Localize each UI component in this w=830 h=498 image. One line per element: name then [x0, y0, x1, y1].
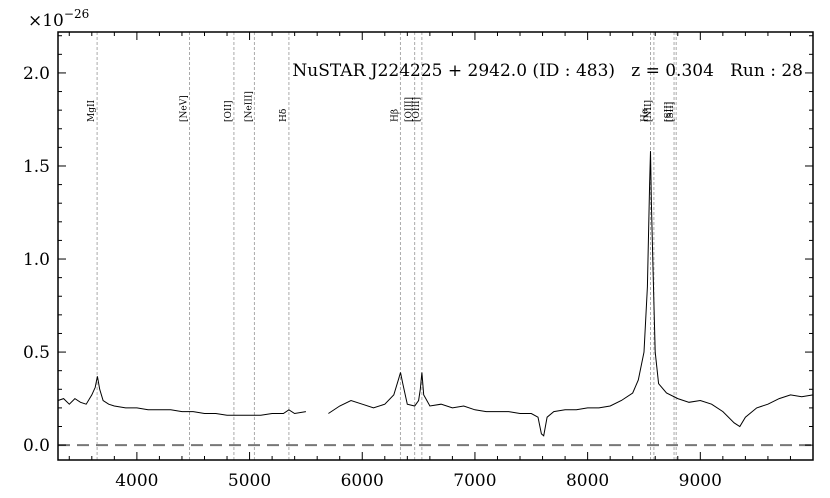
axis-ticks: 4000 5000 6000 7000 8000 9000 0.0 0.5 1.0 1.5 2.0: [23, 32, 814, 491]
emission-line-label: [OIII]: [412, 97, 422, 122]
emission-line-label: [NeIII]: [244, 91, 254, 122]
x-tick-label: 8000: [566, 471, 609, 491]
emission-line-label: [SII]: [664, 102, 674, 122]
x-tick-label: 5000: [228, 471, 271, 491]
emission-line-label: Hα: [641, 108, 651, 122]
y-tick-label: 0.0: [23, 436, 50, 456]
spectrum-series-segment-2: [328, 151, 814, 437]
y-multiplier-exponent: −26: [64, 7, 89, 21]
emission-line-label: [OII]: [224, 100, 234, 122]
y-tick-label: 1.0: [23, 250, 50, 270]
y-tick-label: 1.5: [23, 157, 50, 177]
emission-line-label: [NII]: [644, 100, 654, 122]
y-tick-label: 0.5: [23, 343, 50, 363]
emission-line-label: [OIII]: [405, 97, 415, 122]
emission-line-label: Hδ: [279, 109, 289, 122]
x-tick-label: 7000: [453, 471, 496, 491]
emission-lines: MgII [NeV] [OII] [NeIII] Hδ Hβ [OIII][OIII] Hα[…: [87, 32, 677, 460]
emission-line-label: MgII: [87, 99, 97, 122]
emission-line-label: Hβ: [390, 109, 400, 122]
y-multiplier: ×10−26: [28, 7, 89, 31]
y-tick-label: 2.0: [23, 64, 50, 84]
spectrum-series-segment-1: [57, 376, 306, 416]
y-multiplier-base: ×10: [28, 11, 64, 31]
x-tick-label: 4000: [115, 471, 158, 491]
x-tick-label: 6000: [341, 471, 384, 491]
emission-line-label: [SII]: [666, 102, 676, 122]
plot-frame: [57, 31, 814, 461]
chart-title: NuSTAR J224225 + 2942.0 (ID : 483) z = 0…: [292, 61, 803, 81]
x-tick-label: 9000: [679, 471, 722, 491]
emission-line-label: [NeV]: [180, 95, 190, 122]
